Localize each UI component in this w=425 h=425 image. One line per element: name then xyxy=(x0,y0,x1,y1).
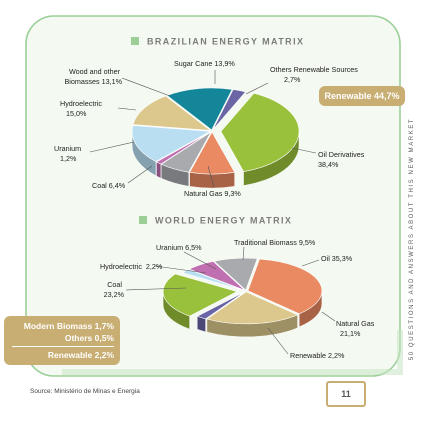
callout-modern-biomass: Modern Biomass 1,7% xyxy=(23,321,114,331)
label-oil-world: Oil 35,3% xyxy=(321,254,353,263)
world-pie-chart xyxy=(162,257,323,338)
title-square-icon xyxy=(139,216,147,224)
pie-slice-natural-gas xyxy=(206,291,299,325)
pie-slice-side-uranium xyxy=(156,161,162,179)
callout-renewable-total: Renewable 2,2% xyxy=(47,350,114,360)
world-chart-title: WORLD ENERGY MATRIX xyxy=(139,216,292,226)
label-coal-br: Coal 6,4% xyxy=(92,181,126,190)
world-renewable-callout: Modern Biomass 1,7% Others 0,5% Renewabl… xyxy=(4,316,120,365)
label-others-renewable: Others Renewable Sources 2,7% xyxy=(270,65,360,84)
pie-slice-sugar-cane xyxy=(166,87,233,131)
brazil-renewable-callout: Renewable 44,7% xyxy=(319,86,405,106)
brazil-chart-title: BRAZILIAN ENERGY MATRIX xyxy=(131,37,304,47)
label-natural-gas-world: Natural Gas 21,1% xyxy=(336,319,376,338)
callout-divider xyxy=(12,346,114,347)
pie-slice-natural-gas xyxy=(189,131,236,175)
pie-slice-hydroelectric xyxy=(131,125,212,162)
label-traditional-biomass: Traditional Biomass 9,5% xyxy=(234,238,316,247)
label-oil-derivatives: Oil Derivatives 38,4% xyxy=(318,150,366,169)
label-hydroelectric-br: Hydroelectric 15,0% xyxy=(60,99,104,118)
pie-slice-renewable xyxy=(196,291,245,320)
label-wood-biomass: Wood and other Biomasses 13,1% xyxy=(64,67,122,86)
pie-slice-uranium xyxy=(188,261,246,291)
pie-slice-oil-derivatives xyxy=(220,92,300,172)
callout-others: Others 0,5% xyxy=(64,333,114,343)
world-leader-lines xyxy=(125,246,336,355)
label-hydroelectric-world: Hydroelectric 2,2% xyxy=(86,262,172,271)
label-natural-gas-br: Natural Gas 9,3% xyxy=(184,189,241,198)
brazil-title-text: BRAZILIAN ENERGY MATRIX xyxy=(147,37,304,47)
side-caption: 50 QUESTIONS AND ANSWERS ABOUT THIS NEW … xyxy=(403,104,421,374)
brazil-pie-chart xyxy=(131,87,300,189)
label-uranium-br: Uranium 1,2% xyxy=(54,144,83,163)
brazil-leader-lines xyxy=(89,70,317,188)
pie-slice-coal xyxy=(160,131,212,173)
pie-slice-wood-and-other-biomasses xyxy=(132,95,212,131)
label-coal-world: Coal 23,2% xyxy=(104,280,125,299)
world-title-text: WORLD ENERGY MATRIX xyxy=(155,216,292,226)
world-labels: Uranium 6,5% Traditional Biomass 9,5% Hy… xyxy=(86,238,376,360)
pie-slice-coal xyxy=(162,273,238,317)
pie-slice-oil xyxy=(247,258,323,315)
label-renewable-world: Renewable 2,2% xyxy=(290,351,345,360)
pie-slice-traditional-biomass xyxy=(213,257,258,291)
pie-slice-others-renewable-sources xyxy=(212,89,247,131)
source-note: Source: Ministério de Minas e Energia xyxy=(30,388,140,395)
side-caption-text: 50 QUESTIONS AND ANSWERS ABOUT THIS NEW … xyxy=(409,117,416,361)
label-sugar-cane: Sugar Cane 13,9% xyxy=(174,59,235,68)
brazil-labels: Sugar Cane 13,9% Others Renewable Source… xyxy=(54,59,366,198)
page-number: 11 xyxy=(326,381,366,407)
title-square-icon xyxy=(131,37,139,45)
label-uranium-world: Uranium 6,5% xyxy=(156,243,202,252)
pie-slice-uranium xyxy=(155,131,211,165)
